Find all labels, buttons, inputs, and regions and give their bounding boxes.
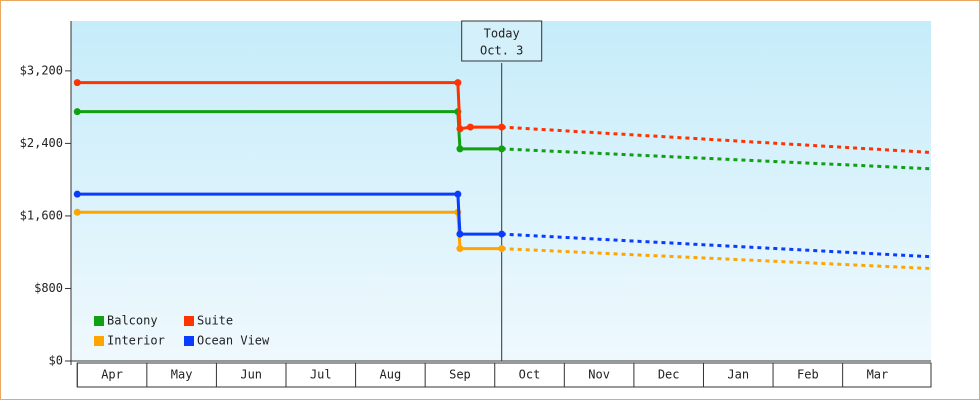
price-point	[73, 108, 81, 116]
legend-label: Suite	[197, 314, 233, 328]
price-point	[456, 125, 464, 133]
price-point	[454, 190, 462, 198]
y-tick-label: $0	[49, 354, 63, 368]
today-label: Today	[484, 27, 520, 41]
x-tick-label: Jul	[310, 368, 332, 382]
x-tick-label: Apr	[101, 368, 123, 382]
price-point	[498, 123, 506, 131]
price-line	[77, 192, 502, 236]
price-point	[498, 245, 506, 253]
x-tick-label: Jun	[240, 368, 262, 382]
price-point	[498, 230, 506, 238]
price-point	[498, 145, 506, 153]
x-tick-label: Nov	[588, 368, 610, 382]
legend-label: Balcony	[107, 314, 158, 328]
legend-swatch	[94, 316, 104, 326]
price-point	[466, 123, 474, 131]
price-point	[456, 245, 464, 253]
legend-swatch	[184, 316, 194, 326]
price-point	[456, 145, 464, 153]
price-point	[454, 79, 462, 87]
x-tick-label: Jan	[727, 368, 749, 382]
legend-swatch	[94, 336, 104, 346]
y-tick-label: $800	[34, 281, 63, 295]
today-box	[461, 20, 543, 62]
x-tick-label: Feb	[797, 368, 819, 382]
x-tick-label: Aug	[380, 368, 402, 382]
x-tick-label: Oct	[519, 368, 541, 382]
legend-label: Ocean View	[197, 334, 270, 348]
x-tick-label: Sep	[449, 368, 471, 382]
plot-area	[71, 21, 931, 361]
y-tick-label: $2,400	[20, 136, 63, 150]
price-point	[456, 230, 464, 238]
legend-label: Interior	[107, 334, 165, 348]
legend-swatch	[184, 336, 194, 346]
x-tick-label: Mar	[867, 368, 889, 382]
y-tick-label: $3,200	[20, 63, 63, 77]
today-label: Oct. 3	[480, 44, 523, 58]
price-point	[73, 79, 81, 87]
price-point	[73, 208, 81, 216]
x-tick-label: Dec	[658, 368, 680, 382]
x-tick-label: May	[171, 368, 193, 382]
y-tick-label: $1,600	[20, 208, 63, 222]
price-point	[73, 190, 81, 198]
